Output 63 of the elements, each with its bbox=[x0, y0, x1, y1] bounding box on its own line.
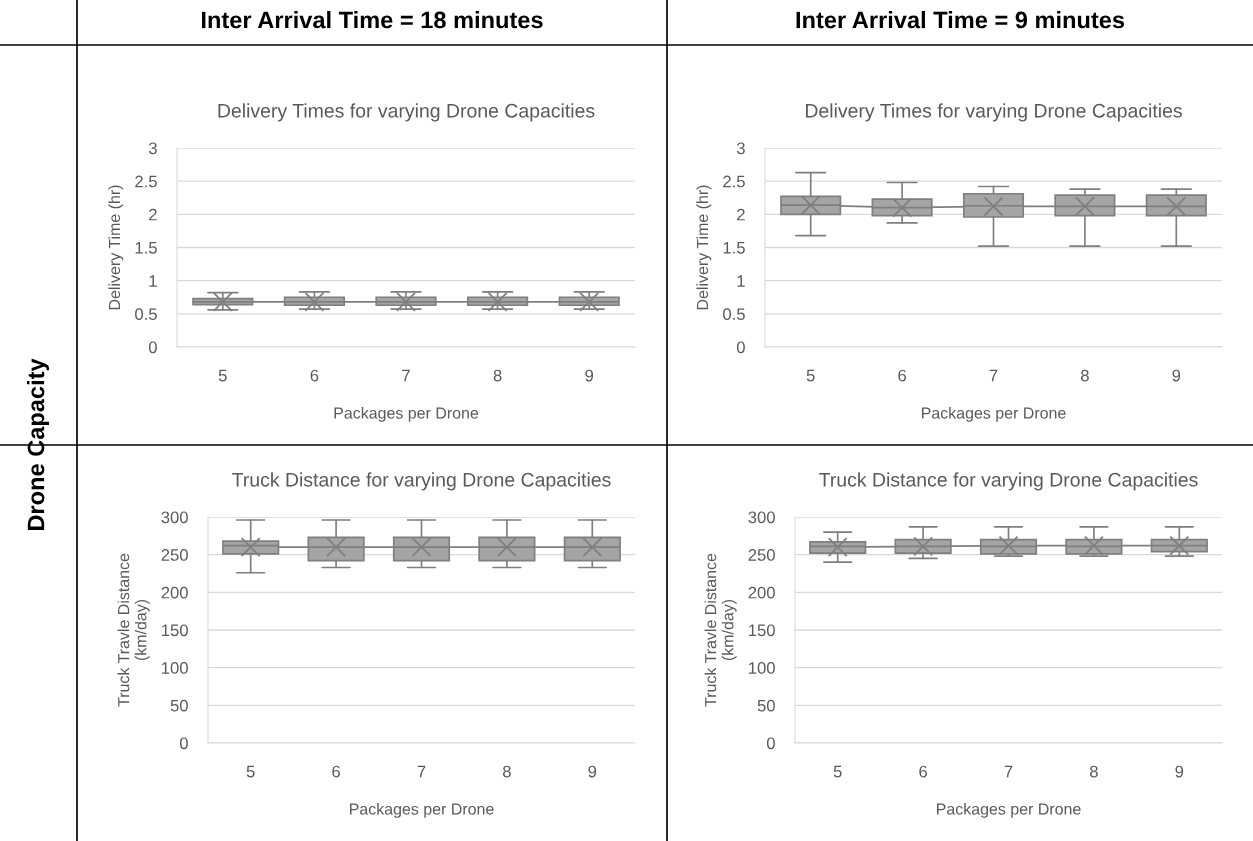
y-tick-label: 1 bbox=[149, 275, 157, 287]
x-axis-title: Packages per Drone bbox=[334, 406, 479, 422]
y-tick-label: 2 bbox=[737, 208, 745, 221]
y-tick-label: 3 bbox=[736, 142, 745, 155]
x-tick-label: 9 bbox=[1172, 369, 1181, 382]
y-tick-label: 250 bbox=[161, 549, 188, 561]
text: Inter Arrival Time = 18 minutes bbox=[202, 11, 543, 29]
y-tick-label: 0 bbox=[766, 737, 775, 750]
x-tick-label: 6 bbox=[332, 765, 340, 778]
text: Drone Capacity bbox=[27, 358, 50, 531]
x-tick-label: 5 bbox=[833, 765, 842, 778]
x-tick-label: 8 bbox=[502, 765, 511, 778]
y-axis-title: Delivery Time (hr) bbox=[696, 185, 712, 310]
x-tick-label: 7 bbox=[402, 369, 410, 382]
x-tick-label: 7 bbox=[989, 369, 998, 382]
y-axis-title: Truck Travle Distance (km/day) bbox=[117, 553, 150, 707]
chart-title: Truck Distance for varying Drone Capacities bbox=[232, 472, 611, 491]
y-tick-label: 300 bbox=[161, 511, 188, 524]
y-tick-label: 150 bbox=[162, 624, 188, 637]
chart-title: Truck Distance for varying Drone Capacities bbox=[819, 472, 1198, 491]
x-tick-label: 8 bbox=[1080, 369, 1089, 382]
y-tick-label: 2.5 bbox=[135, 175, 157, 188]
y-tick-label: 0.5 bbox=[135, 308, 157, 321]
x-tick-label: 9 bbox=[585, 369, 594, 382]
y-tick-label: 150 bbox=[749, 624, 775, 637]
y-tick-label: 0 bbox=[736, 341, 745, 354]
y-tick-label: 0 bbox=[148, 341, 157, 354]
y-tick-label: 1 bbox=[737, 275, 745, 287]
y-tick-label: 1.5 bbox=[723, 242, 745, 254]
x-tick-label: 8 bbox=[1089, 765, 1098, 778]
y-tick-label: 2 bbox=[149, 208, 157, 221]
y-tick-label: 0.5 bbox=[723, 308, 745, 321]
y-tick-label: 300 bbox=[748, 511, 775, 524]
x-axis-title: Packages per Drone bbox=[350, 802, 494, 818]
x-tick-label: 7 bbox=[1004, 765, 1013, 778]
x-tick-label: 6 bbox=[919, 765, 927, 778]
y-tick-label: 200 bbox=[161, 586, 188, 599]
x-tick-label: 9 bbox=[588, 765, 597, 778]
y-tick-label: 100 bbox=[749, 662, 775, 674]
y-tick-label: 0 bbox=[179, 737, 188, 750]
y-tick-label: 200 bbox=[748, 586, 775, 599]
x-tick-label: 6 bbox=[310, 369, 319, 382]
y-tick-label: 3 bbox=[148, 142, 157, 155]
y-axis-title: Truck Travle Distance (km/day) bbox=[704, 553, 737, 707]
text: Inter Arrival Time = 9 minutes bbox=[796, 11, 1125, 29]
y-axis-title: Delivery Time (hr) bbox=[108, 185, 124, 310]
x-tick-label: 5 bbox=[246, 765, 255, 778]
x-tick-label: 5 bbox=[806, 369, 815, 382]
x-tick-label: 7 bbox=[417, 765, 426, 778]
y-tick-label: 250 bbox=[748, 549, 775, 561]
y-tick-label: 50 bbox=[757, 699, 775, 712]
x-axis-title: Packages per Drone bbox=[937, 802, 1081, 818]
x-tick-label: 8 bbox=[493, 369, 502, 382]
y-tick-label: 100 bbox=[162, 662, 188, 674]
chart-title: Delivery Times for varying Drone Capacities bbox=[805, 103, 1182, 122]
x-tick-label: 9 bbox=[1175, 765, 1184, 778]
x-axis-title: Packages per Drone bbox=[922, 406, 1066, 422]
chart-title: Delivery Times for varying Drone Capacities bbox=[218, 103, 595, 122]
x-tick-label: 6 bbox=[898, 369, 906, 382]
y-tick-label: 50 bbox=[170, 699, 188, 712]
y-tick-label: 1.5 bbox=[135, 242, 157, 254]
y-tick-label: 2.5 bbox=[723, 175, 745, 188]
x-tick-label: 5 bbox=[218, 369, 227, 382]
